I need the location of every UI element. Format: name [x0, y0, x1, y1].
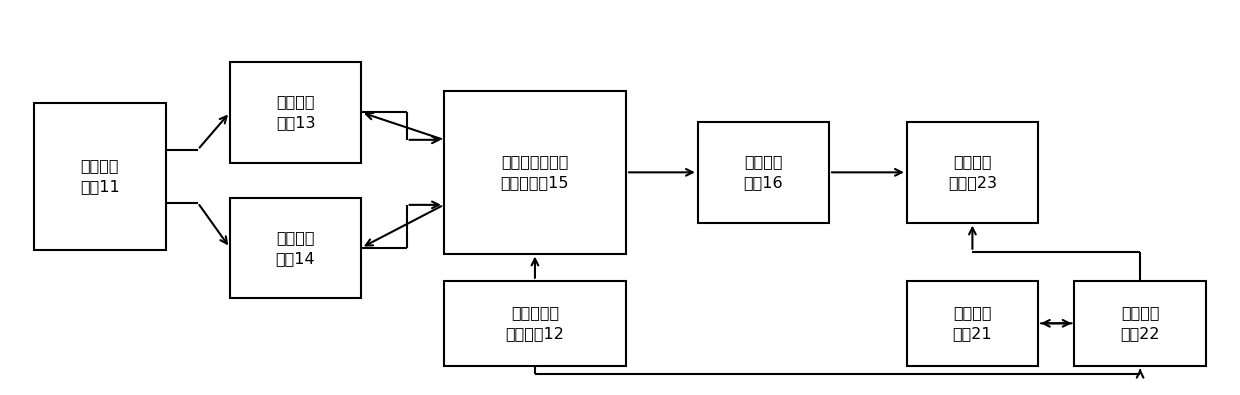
Text: 第二查找
模块14: 第二查找 模块14: [275, 230, 315, 266]
Text: 色温参数相对差
值计算模块15: 色温参数相对差 值计算模块15: [501, 154, 569, 190]
Text: 第二存储
模块21: 第二存储 模块21: [952, 305, 992, 341]
Text: 色差矫正
模块16: 色差矫正 模块16: [744, 154, 784, 190]
Text: 环境色温值
获取模块12: 环境色温值 获取模块12: [506, 305, 564, 341]
Bar: [444, 281, 626, 366]
Text: 第一查找
模块13: 第一查找 模块13: [275, 94, 315, 130]
Bar: [229, 62, 361, 163]
Bar: [1075, 281, 1205, 366]
Bar: [906, 281, 1038, 366]
Bar: [229, 198, 361, 298]
Bar: [906, 122, 1038, 223]
Bar: [444, 91, 626, 254]
Bar: [35, 103, 165, 250]
Text: 第一存储
模块11: 第一存储 模块11: [81, 158, 120, 194]
Bar: [698, 122, 830, 223]
Text: 白平衡补
偿模块23: 白平衡补 偿模块23: [947, 154, 997, 190]
Text: 第三查找
模块22: 第三查找 模块22: [1121, 305, 1159, 341]
